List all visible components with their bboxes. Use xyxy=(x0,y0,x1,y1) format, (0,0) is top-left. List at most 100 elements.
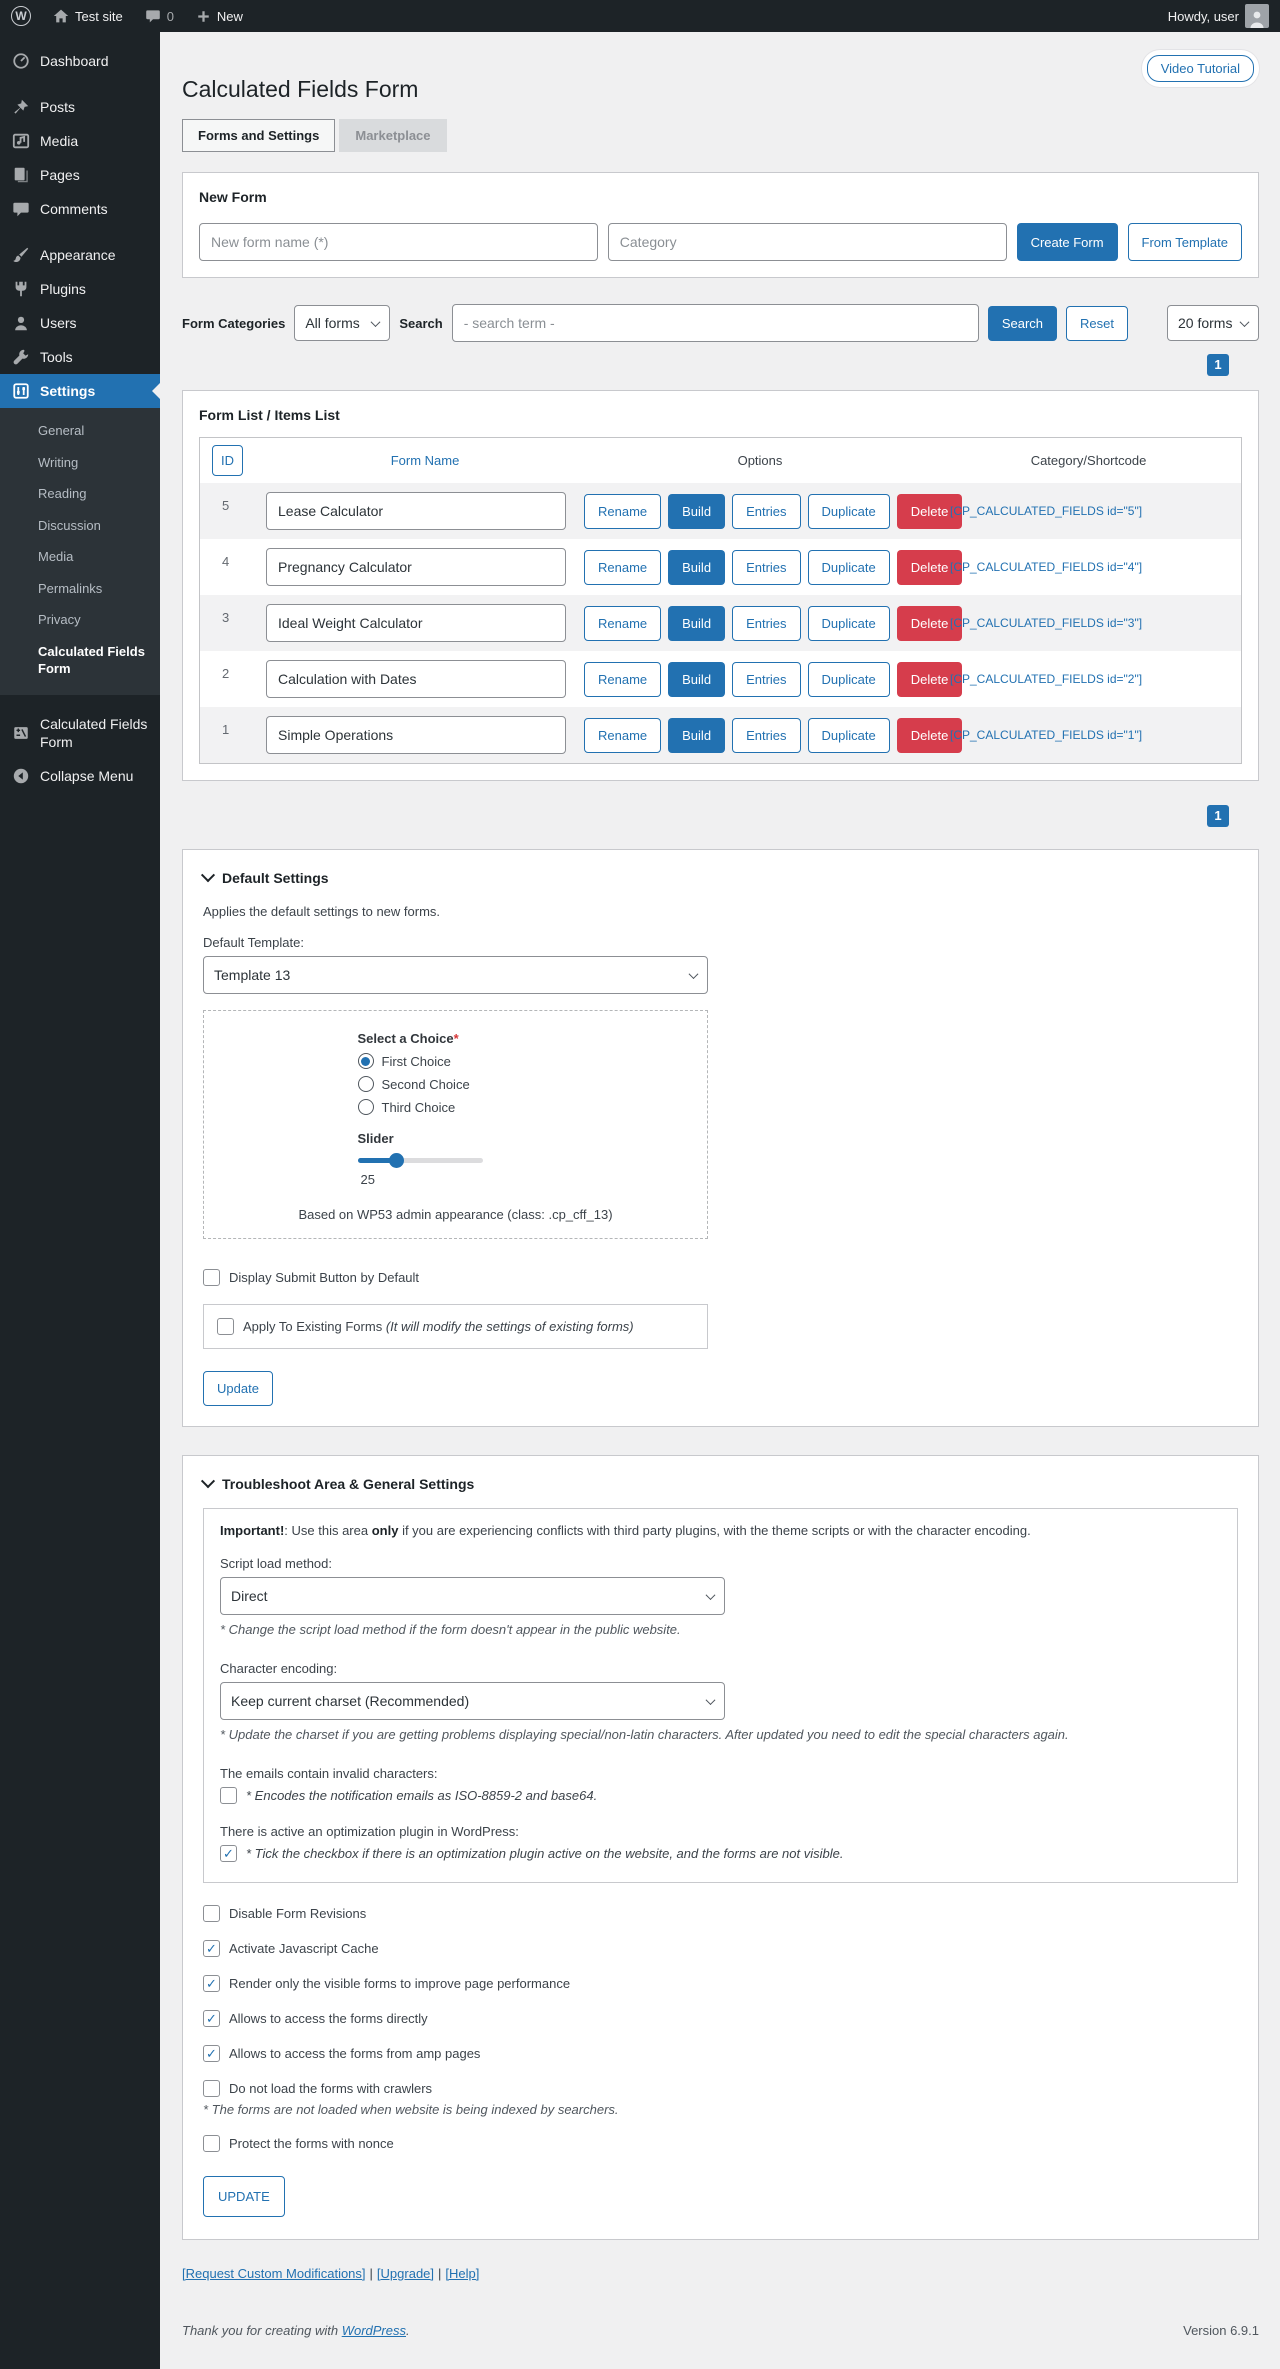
entries-button[interactable]: Entries xyxy=(732,493,801,529)
from-template-button[interactable]: From Template xyxy=(1127,223,1242,261)
option-protect-nonce[interactable]: Protect the forms with nonce xyxy=(203,2135,1238,2152)
sidebar-item-settings[interactable]: Settings xyxy=(0,374,160,408)
reset-button[interactable]: Reset xyxy=(1066,305,1128,341)
rename-button[interactable]: Rename xyxy=(584,605,662,641)
radio-first-choice[interactable]: First Choice xyxy=(357,1053,554,1069)
sidebar-item-collapse-menu[interactable]: Collapse Menu xyxy=(0,759,160,793)
checkbox-icon[interactable] xyxy=(217,1318,234,1335)
script-load-select[interactable]: Direct xyxy=(220,1577,725,1615)
checkbox-icon[interactable] xyxy=(220,1787,237,1804)
submenu-privacy[interactable]: Privacy xyxy=(38,612,81,628)
form-categories-select[interactable]: All forms xyxy=(294,305,391,341)
delete-button[interactable]: Delete xyxy=(896,661,963,697)
sort-id-button[interactable]: ID xyxy=(212,445,243,476)
display-submit-checkbox-row[interactable]: Display Submit Button by Default xyxy=(203,1269,1238,1286)
submenu-calculated-fields-form[interactable]: Calculated Fields Form xyxy=(38,643,145,677)
duplicate-button[interactable]: Duplicate xyxy=(807,605,890,641)
sidebar-item-posts[interactable]: Posts xyxy=(0,90,160,124)
new-menu[interactable]: New xyxy=(185,0,254,32)
sidebar-item-dashboard[interactable]: Dashboard xyxy=(0,44,160,78)
submenu-writing[interactable]: Writing xyxy=(38,454,79,470)
sidebar-item-appearance[interactable]: Appearance xyxy=(0,238,160,272)
delete-button[interactable]: Delete xyxy=(896,549,963,585)
duplicate-button[interactable]: Duplicate xyxy=(807,493,890,529)
checkbox-icon[interactable] xyxy=(203,2135,220,2152)
duplicate-button[interactable]: Duplicate xyxy=(807,717,890,753)
sidebar-item-tools[interactable]: Tools xyxy=(0,340,160,374)
option-render-visible-forms[interactable]: Render only the visible forms to improve… xyxy=(203,1975,1238,1992)
troubleshoot-toggle[interactable]: Troubleshoot Area & General Settings xyxy=(200,1474,1238,1492)
option-access-forms-directly[interactable]: Allows to access the forms directly xyxy=(203,2010,1238,2027)
rename-button[interactable]: Rename xyxy=(584,717,662,753)
delete-button[interactable]: Delete xyxy=(896,493,963,529)
radio-second-choice[interactable]: Second Choice xyxy=(357,1076,554,1092)
default-template-select[interactable]: Template 13 xyxy=(203,956,708,994)
sort-form-name[interactable]: Form Name xyxy=(390,453,460,468)
new-form-category-input[interactable] xyxy=(607,223,1007,261)
upgrade-link[interactable]: [Upgrade] xyxy=(376,2266,435,2281)
site-name-menu[interactable]: Test site xyxy=(42,0,134,32)
entries-button[interactable]: Entries xyxy=(732,661,801,697)
default-settings-update-button[interactable]: Update xyxy=(203,1371,273,1406)
default-settings-toggle[interactable]: Default Settings xyxy=(200,868,1238,886)
wordpress-logo-menu[interactable]: W xyxy=(0,0,42,32)
entries-button[interactable]: Entries xyxy=(732,717,801,753)
form-name-input[interactable] xyxy=(266,716,566,754)
submenu-media[interactable]: Media xyxy=(38,549,74,565)
slider-thumb[interactable] xyxy=(389,1152,405,1168)
submenu-reading[interactable]: Reading xyxy=(38,486,87,502)
help-link[interactable]: [Help] xyxy=(445,2266,480,2281)
form-name-input[interactable] xyxy=(266,548,566,586)
option-no-crawlers[interactable]: Do not load the forms with crawlers xyxy=(203,2080,1238,2097)
checkbox-checked-icon[interactable] xyxy=(203,2045,220,2062)
checkbox-icon[interactable] xyxy=(203,1905,220,1922)
submenu-permalinks[interactable]: Permalinks xyxy=(38,580,103,596)
apply-existing-checkbox-row[interactable]: Apply To Existing Forms (It will modify … xyxy=(217,1318,694,1335)
option-activate-js-cache[interactable]: Activate Javascript Cache xyxy=(203,1940,1238,1957)
delete-button[interactable]: Delete xyxy=(896,605,963,641)
radio-third-choice[interactable]: Third Choice xyxy=(357,1099,554,1115)
submenu-general[interactable]: General xyxy=(38,423,85,438)
comments-menu[interactable]: 0 xyxy=(134,0,185,32)
slider-track[interactable] xyxy=(357,1152,483,1168)
form-name-input[interactable] xyxy=(266,660,566,698)
troubleshoot-update-button[interactable]: UPDATE xyxy=(203,2176,285,2217)
sidebar-item-plugins[interactable]: Plugins xyxy=(0,272,160,306)
pagination-page-1[interactable]: 1 xyxy=(1207,354,1229,376)
checkbox-checked-icon[interactable] xyxy=(220,1845,237,1862)
entries-button[interactable]: Entries xyxy=(732,549,801,585)
sidebar-item-users[interactable]: Users xyxy=(0,306,160,340)
rename-button[interactable]: Rename xyxy=(584,549,662,585)
sidebar-item-pages[interactable]: Pages xyxy=(0,158,160,192)
form-name-input[interactable] xyxy=(266,492,566,530)
tab-marketplace[interactable]: Marketplace xyxy=(339,119,447,152)
sidebar-item-comments[interactable]: Comments xyxy=(0,192,160,226)
form-name-input[interactable] xyxy=(266,604,566,642)
build-button[interactable]: Build xyxy=(668,493,726,529)
search-input[interactable] xyxy=(451,304,979,342)
build-button[interactable]: Build xyxy=(668,549,726,585)
sidebar-item-media[interactable]: Media xyxy=(0,124,160,158)
checkbox-checked-icon[interactable] xyxy=(203,1940,220,1957)
sidebar-item-calculated-fields-form[interactable]: Calculated Fields Form xyxy=(0,707,160,759)
build-button[interactable]: Build xyxy=(668,717,726,753)
howdy-menu[interactable]: Howdy, user xyxy=(1157,0,1280,32)
checkbox-checked-icon[interactable] xyxy=(203,1975,220,1992)
checkbox-icon[interactable] xyxy=(203,1269,220,1286)
delete-button[interactable]: Delete xyxy=(896,717,963,753)
rename-button[interactable]: Rename xyxy=(584,661,662,697)
build-button[interactable]: Build xyxy=(668,605,726,641)
build-button[interactable]: Build xyxy=(668,661,726,697)
request-custom-modifications-link[interactable]: [Request Custom Modifications] xyxy=(182,2266,366,2281)
option-disable-form-revisions[interactable]: Disable Form Revisions xyxy=(203,1905,1238,1922)
entries-button[interactable]: Entries xyxy=(732,605,801,641)
option-access-forms-amp[interactable]: Allows to access the forms from amp page… xyxy=(203,2045,1238,2062)
optimization-checkbox-row[interactable]: * Tick the checkbox if there is an optim… xyxy=(220,1845,1221,1862)
search-button[interactable]: Search xyxy=(987,305,1058,341)
submenu-discussion[interactable]: Discussion xyxy=(38,517,101,533)
create-form-button[interactable]: Create Form xyxy=(1016,223,1118,261)
checkbox-icon[interactable] xyxy=(203,2080,220,2097)
duplicate-button[interactable]: Duplicate xyxy=(807,549,890,585)
checkbox-checked-icon[interactable] xyxy=(203,2010,220,2027)
per-page-select[interactable]: 20 forms xyxy=(1167,305,1259,341)
